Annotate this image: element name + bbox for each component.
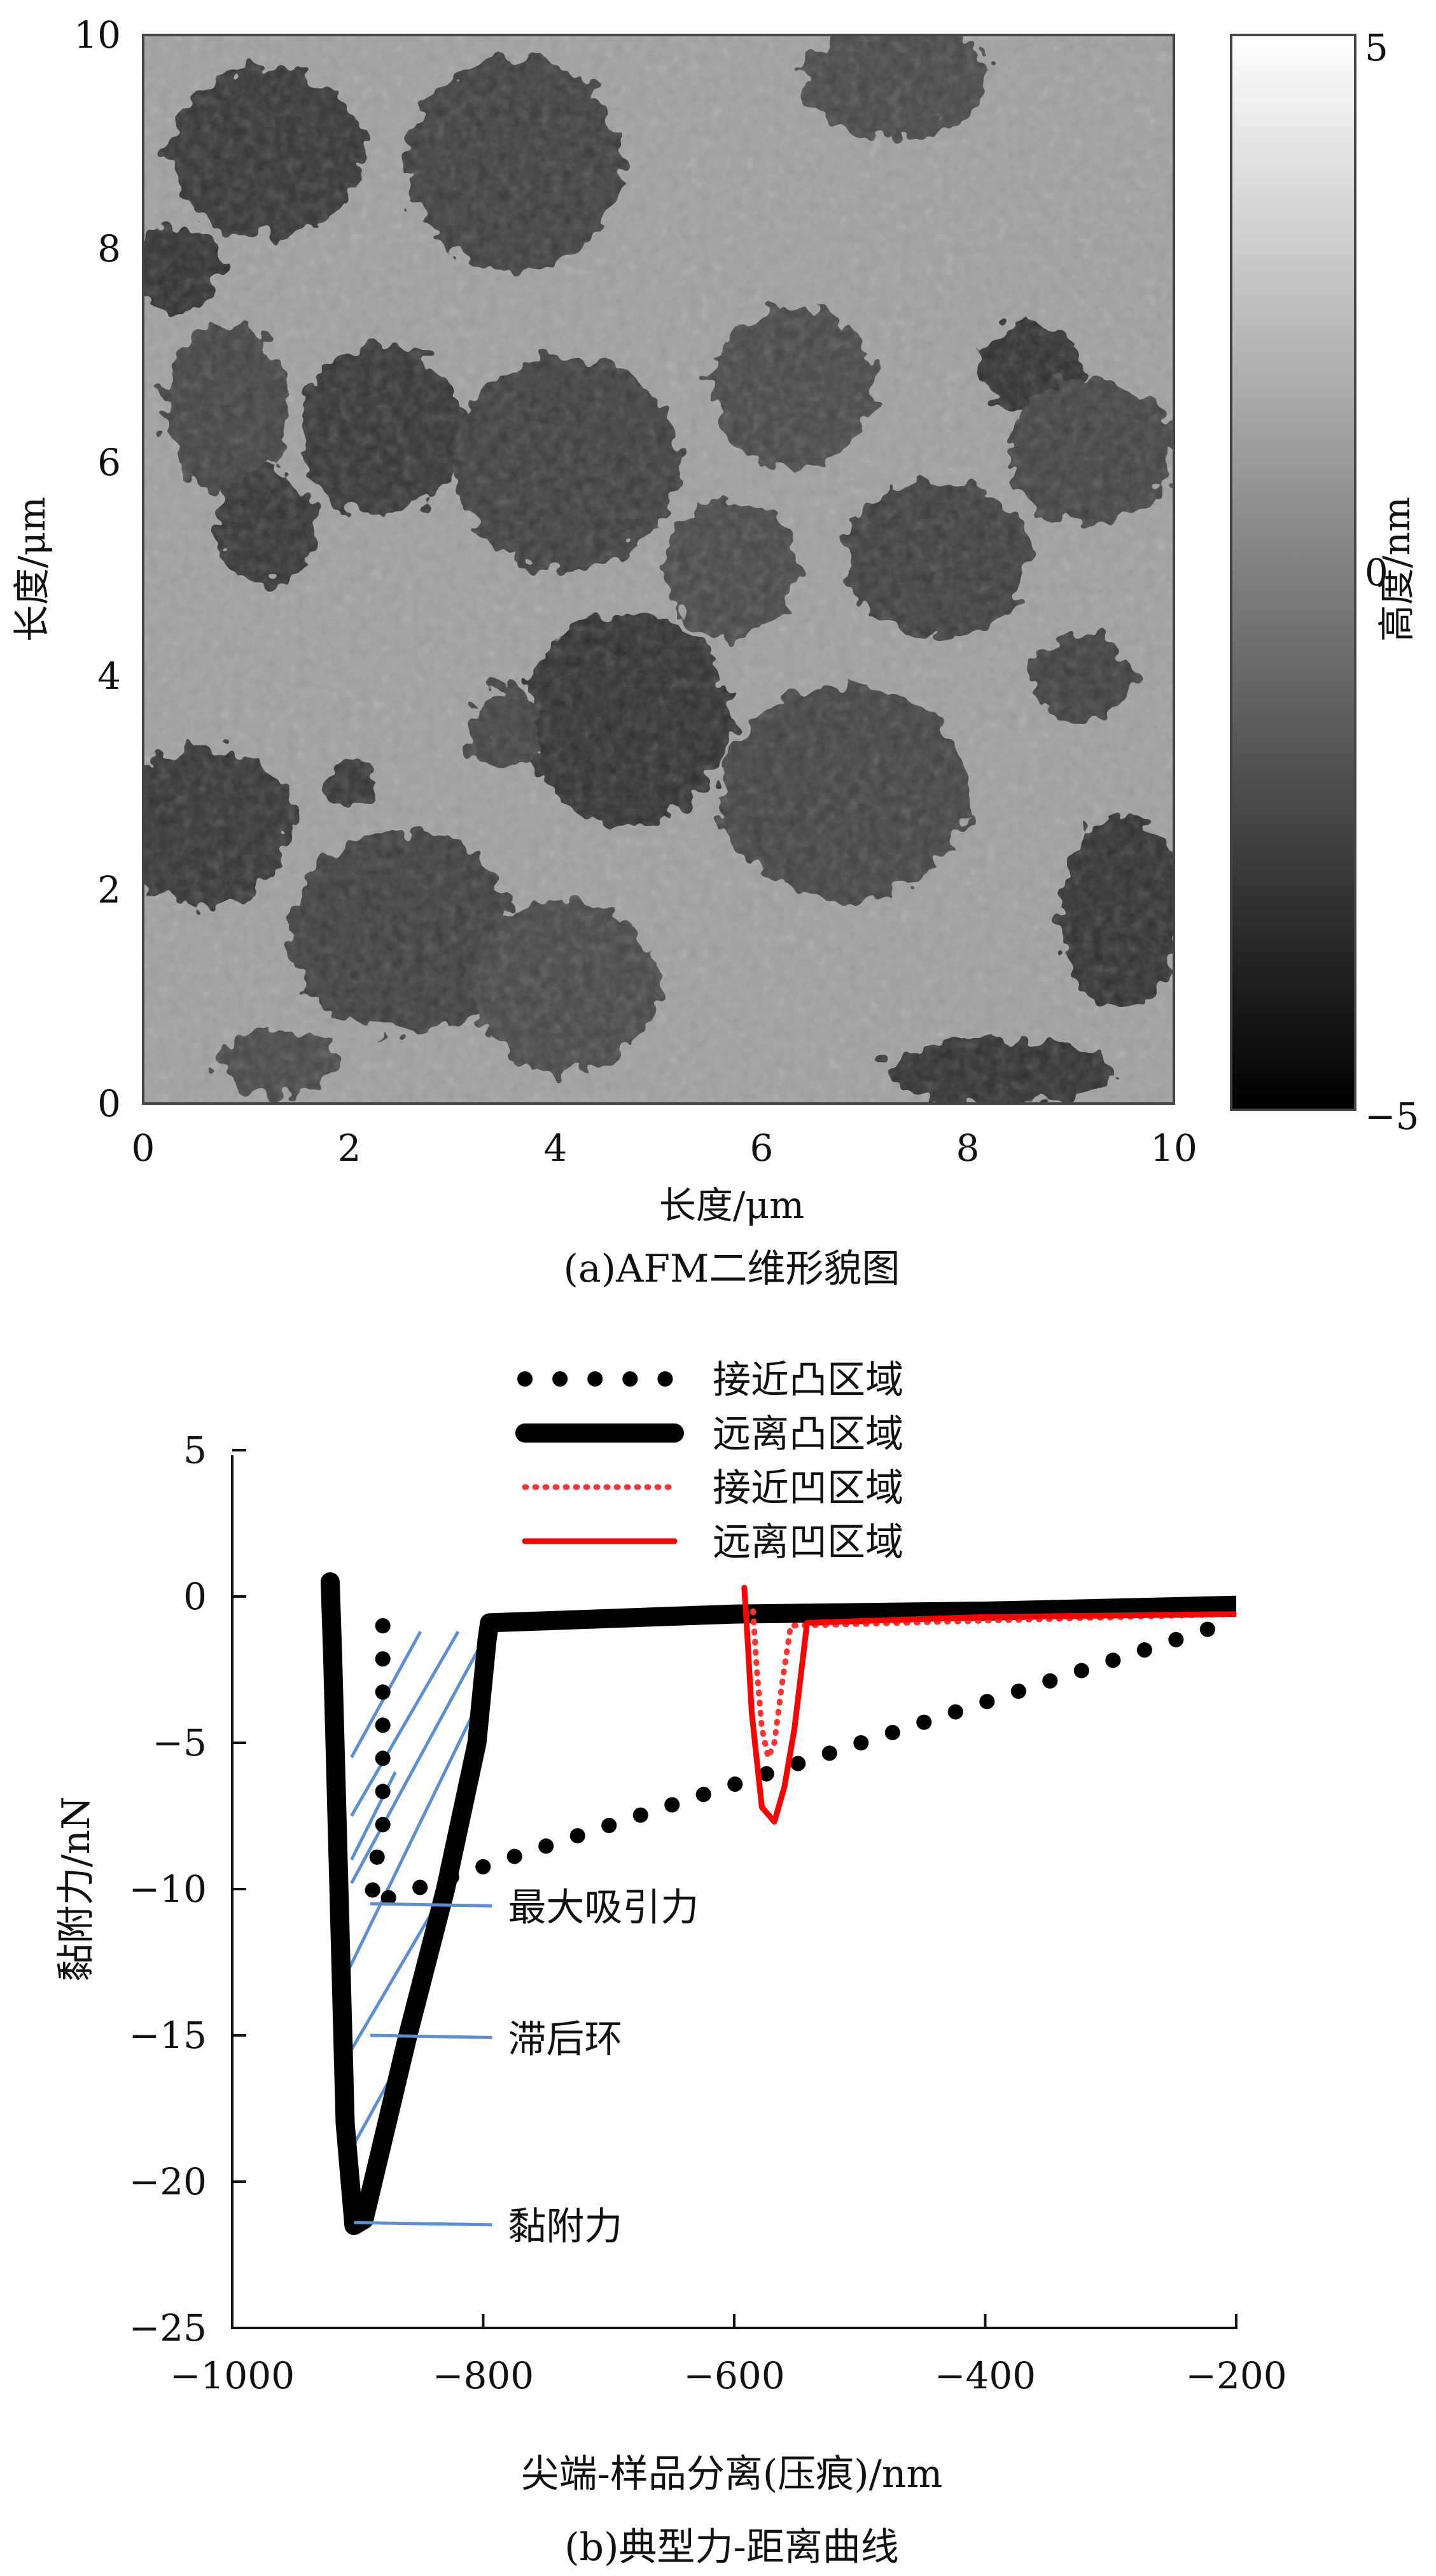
annotation-line: [354, 2220, 492, 2227]
afm-frame: [142, 34, 1175, 1105]
legend-label: 远离凸区域: [713, 1412, 903, 1457]
annotation-label: 最大吸引力: [508, 1885, 699, 1930]
fd-y-ticks: 5 0 −5 −10 −15 −20 −25: [129, 1429, 246, 2350]
fd-x-tick-label: −200: [1185, 2354, 1286, 2397]
afm-y-tick-label: 4: [97, 654, 121, 698]
afm-y-tick-label: 6: [97, 441, 121, 484]
caption-b: (b)典型力-距离曲线: [564, 2525, 899, 2570]
afm-x-tick-label: 4: [544, 1126, 568, 1170]
fd-x-tick-label: −400: [935, 2354, 1036, 2397]
fd-y-tick-label: −15: [129, 2014, 207, 2057]
caption-a: (a)AFM二维形貌图: [564, 1247, 900, 1291]
afm-x-tick-label: 0: [132, 1126, 155, 1170]
afm-x-axis-label: 长度/μm: [659, 1184, 804, 1227]
fd-x-axis-label: 尖端-样品分离(压痕)/nm: [521, 2452, 943, 2496]
annotation-label: 黏附力: [508, 2205, 622, 2249]
series-line-1: [360, 1612, 1236, 1915]
series-line-4: [741, 1584, 1236, 1825]
fd-x-tick-label: −800: [433, 2354, 534, 2397]
afm-image: [143, 35, 1174, 1104]
afm-y-axis-label: 长度/μm: [10, 497, 53, 642]
afm-panel: 0 2 4 6 8 10 0 2 4 6 8 10 长度/μm 长度/μm 5 0 −5 高度/nm (…: [10, 13, 1419, 1291]
afm-x-tick-label: 6: [750, 1126, 774, 1170]
afm-y-tick-label: 10: [74, 13, 121, 57]
annotation-line: [370, 1902, 492, 1908]
afm-noise: [143, 35, 1174, 1104]
colorbar-tick-label: 5: [1365, 26, 1388, 69]
hatch-line: [350, 1630, 460, 1817]
afm-x-tick-label: 10: [1150, 1126, 1197, 1170]
afm-y-tick-label: 0: [97, 1082, 121, 1125]
series-line-2: [320, 1572, 1236, 2235]
force-panel: 5 0 −5 −10 −15 −20 −25 −1000 −800 −600 −400 −200 最…: [54, 1358, 1287, 2570]
series-line-3: [750, 1608, 1236, 1767]
hysteresis-hatching: [340, 1630, 485, 2168]
afm-y-ticks: 0 2 4 6 8 10: [74, 13, 121, 1125]
fd-y-axis-label: 黏附力/nN: [54, 1796, 99, 1981]
colorbar-label: 高度/nm: [1375, 497, 1418, 642]
afm-x-ticks: 0 2 4 6 8 10: [132, 1126, 1197, 1170]
legend-label: 接近凸区域: [713, 1358, 903, 1402]
fd-y-tick-label: 5: [183, 1429, 207, 1472]
colorbar: [1230, 34, 1356, 1111]
afm-x-tick-label: 8: [956, 1126, 980, 1170]
fd-y-tick-label: −5: [153, 1721, 207, 1764]
fd-x-tick-label: −1000: [170, 2354, 295, 2397]
fd-y-tick-label: −10: [129, 1867, 207, 1911]
hatch-line: [350, 1639, 485, 1884]
fd-y-tick-label: −20: [129, 2160, 207, 2203]
afm-y-tick-label: 8: [97, 227, 121, 270]
fd-y-tick-label: −25: [129, 2306, 207, 2350]
fd-x-tick-label: −600: [683, 2354, 784, 2397]
annotation-line: [370, 2033, 492, 2039]
annotation-label: 滞后环: [508, 2017, 622, 2061]
colorbar-ticks: 5 0 −5: [1365, 26, 1419, 1138]
legend-label: 远离凹区域: [713, 1520, 903, 1565]
fd-series: [320, 1572, 1236, 2235]
afm-x-tick-label: 2: [338, 1126, 361, 1170]
afm-y-tick-label: 2: [97, 868, 121, 911]
hatch-line: [344, 1712, 475, 1978]
colorbar-tick-label: 0: [1365, 551, 1388, 594]
legend-label: 接近凹区域: [713, 1466, 903, 1511]
colorbar-tick-label: −5: [1365, 1095, 1419, 1138]
fd-y-tick-label: 0: [183, 1575, 207, 1618]
fd-x-ticks: −1000 −800 −600 −400 −200: [170, 2314, 1287, 2397]
